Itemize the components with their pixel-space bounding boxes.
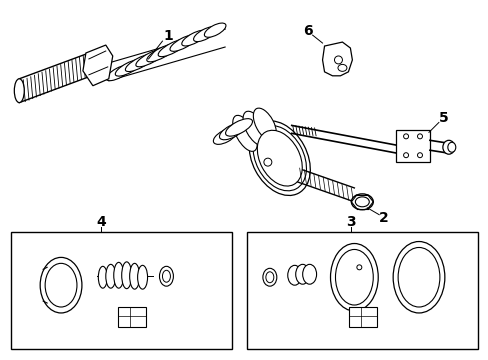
Ellipse shape — [257, 130, 302, 186]
Ellipse shape — [403, 134, 408, 139]
Ellipse shape — [243, 111, 266, 145]
Ellipse shape — [129, 264, 139, 289]
Ellipse shape — [159, 266, 173, 286]
Ellipse shape — [114, 262, 123, 288]
Ellipse shape — [232, 115, 257, 151]
Ellipse shape — [337, 64, 346, 71]
Text: 2: 2 — [379, 211, 388, 225]
Ellipse shape — [158, 39, 186, 57]
Ellipse shape — [219, 123, 244, 140]
Ellipse shape — [249, 121, 310, 195]
Ellipse shape — [98, 266, 107, 288]
Ellipse shape — [263, 268, 276, 286]
Text: 5: 5 — [438, 112, 448, 126]
Ellipse shape — [442, 140, 454, 154]
Bar — [395, 130, 429, 162]
Ellipse shape — [265, 272, 273, 283]
Ellipse shape — [14, 79, 24, 103]
Bar — [349, 307, 376, 327]
Ellipse shape — [106, 65, 131, 81]
Ellipse shape — [397, 247, 439, 307]
Ellipse shape — [40, 257, 82, 313]
Ellipse shape — [403, 153, 408, 158]
Ellipse shape — [182, 30, 206, 46]
Ellipse shape — [115, 60, 142, 76]
Ellipse shape — [162, 270, 170, 282]
Text: 6: 6 — [302, 24, 312, 38]
Ellipse shape — [264, 158, 271, 166]
Ellipse shape — [351, 194, 372, 210]
Ellipse shape — [122, 262, 131, 289]
Ellipse shape — [253, 126, 306, 191]
Ellipse shape — [356, 265, 361, 270]
Ellipse shape — [204, 23, 225, 37]
Text: 3: 3 — [346, 215, 355, 229]
Ellipse shape — [417, 153, 422, 158]
Ellipse shape — [125, 54, 154, 72]
Ellipse shape — [136, 49, 165, 67]
Ellipse shape — [146, 44, 176, 62]
Polygon shape — [322, 42, 352, 76]
Ellipse shape — [295, 264, 309, 284]
Ellipse shape — [170, 35, 196, 51]
Polygon shape — [83, 45, 113, 86]
Ellipse shape — [335, 249, 372, 305]
Bar — [118, 307, 145, 327]
Ellipse shape — [137, 265, 147, 289]
Ellipse shape — [253, 108, 276, 141]
Text: 4: 4 — [96, 215, 105, 229]
Ellipse shape — [334, 56, 342, 64]
Ellipse shape — [447, 142, 455, 152]
Ellipse shape — [392, 242, 444, 313]
Text: 1: 1 — [163, 29, 173, 43]
Ellipse shape — [302, 264, 316, 284]
Bar — [11, 231, 232, 349]
Ellipse shape — [193, 27, 217, 42]
Bar — [246, 231, 477, 349]
Ellipse shape — [287, 265, 301, 285]
Ellipse shape — [105, 264, 116, 288]
Ellipse shape — [417, 134, 422, 139]
Ellipse shape — [330, 243, 377, 311]
Ellipse shape — [45, 264, 77, 307]
Ellipse shape — [225, 119, 252, 136]
Ellipse shape — [355, 197, 368, 207]
Ellipse shape — [213, 128, 236, 144]
